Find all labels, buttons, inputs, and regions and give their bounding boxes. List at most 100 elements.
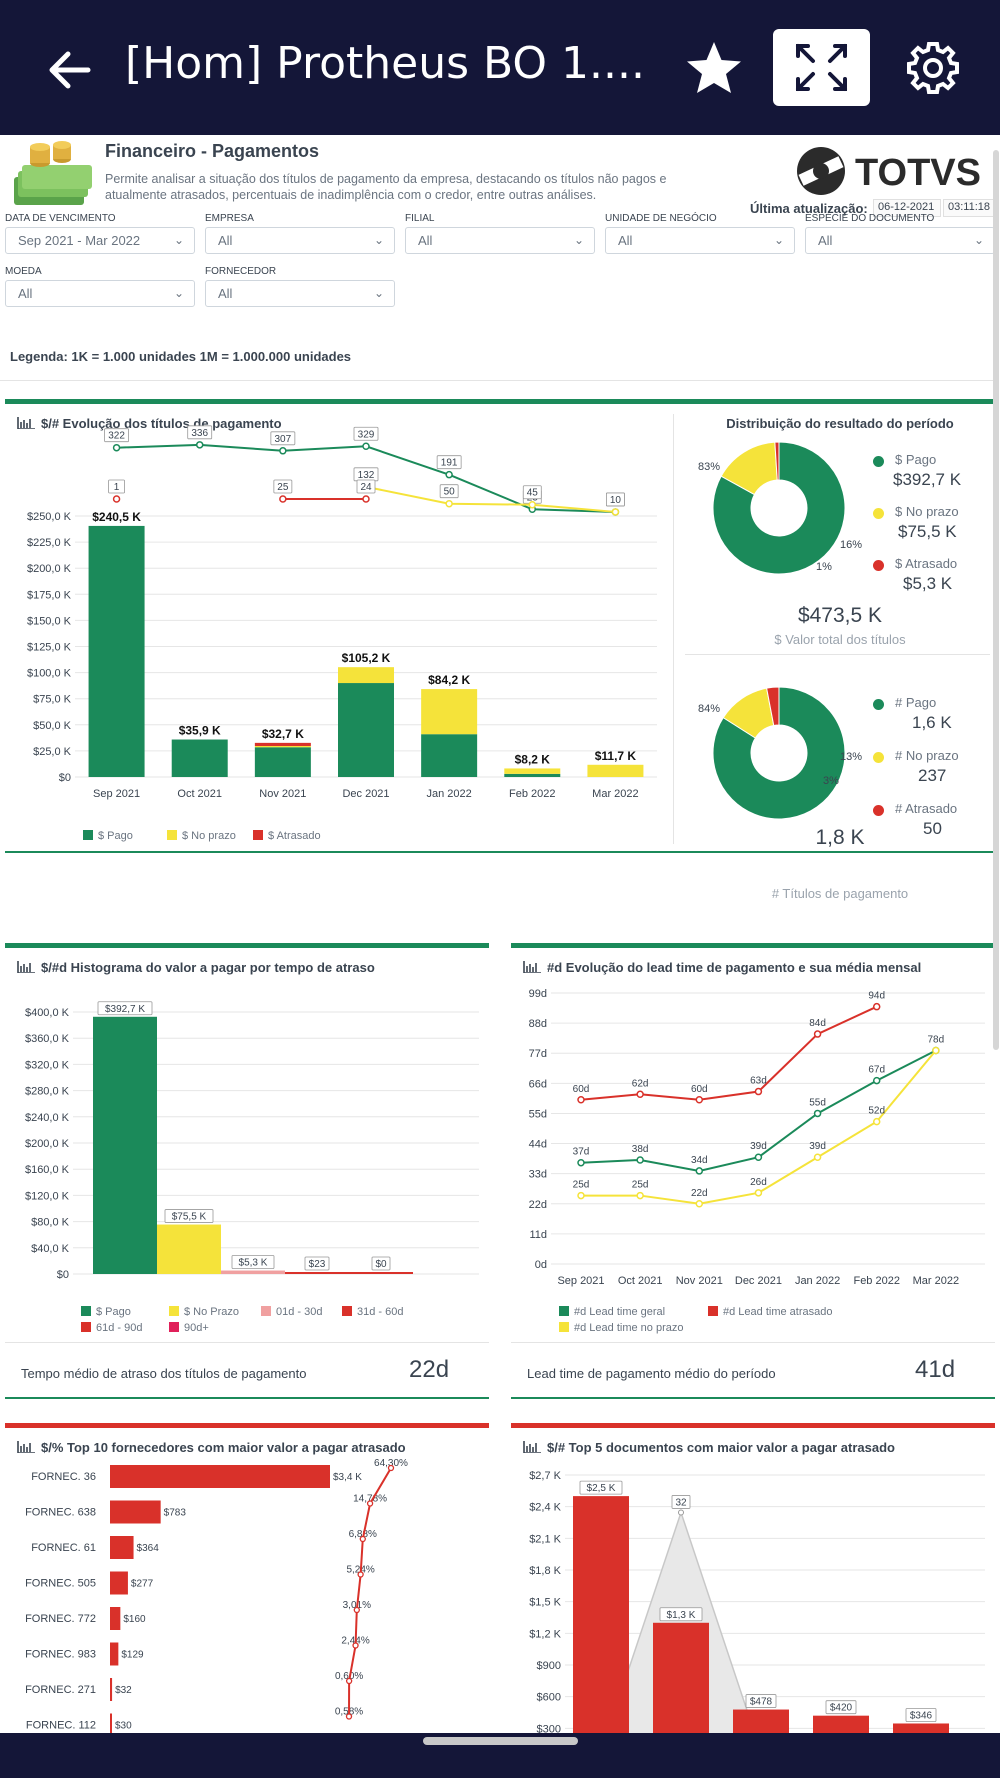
count-label-box: [522, 485, 542, 500]
lead-point: [636, 1191, 644, 1200]
legend-item[interactable]: 61d - 90d: [81, 1322, 142, 1334]
y-tick-label: $320,0 K: [25, 1059, 70, 1071]
supplier-value-label: $32: [115, 1685, 132, 1696]
gear-icon[interactable]: [905, 40, 961, 96]
legend-no-prazo[interactable]: $ No prazo: [167, 830, 236, 842]
leadtime-footer-label: Lead time de pagamento médio do período: [527, 1366, 776, 1381]
x-tick-label: Nov 2021: [676, 1275, 723, 1287]
legend-pago[interactable]: $ Pago: [83, 830, 133, 842]
supplier-label: FORNEC. 983: [25, 1649, 96, 1661]
count-label: 191: [441, 458, 458, 469]
cumulative-line: [348, 1467, 392, 1717]
histograma-title: $/#d Histograma do valor a pagar por tem…: [17, 960, 375, 975]
filter-label: UNIDADE DE NEGÓCIO: [605, 213, 717, 224]
histogram-bar-label-box: [97, 1001, 153, 1016]
lead-point-label: 55d: [809, 1097, 826, 1108]
histograma-footer-value: 22d: [409, 1356, 450, 1383]
y-tick-label: 22d: [529, 1199, 547, 1211]
x-tick-label: Sep 2021: [557, 1275, 604, 1287]
document-bar-label: $346: [910, 1710, 933, 1721]
y-tick-label: $360,0 K: [25, 1033, 70, 1045]
legend-label: #d Lead time geral: [574, 1306, 666, 1318]
x-tick-label: Feb 2022: [509, 788, 555, 800]
bar-pago: [254, 747, 311, 777]
lead-point-label: 78d: [928, 1034, 945, 1045]
supplier-label: FORNEC. 36: [31, 1471, 96, 1483]
expand-button[interactable]: [773, 29, 870, 106]
legend-item[interactable]: $ Pago: [81, 1306, 131, 1318]
histogram-bar: [349, 1272, 413, 1274]
filter-value: All: [618, 233, 633, 248]
histogram-bar: [221, 1270, 285, 1274]
lead-point-label: 63d: [750, 1076, 767, 1087]
lead-point: [813, 1030, 822, 1038]
supplier-value-label: $3,4 K: [333, 1472, 362, 1483]
legend-atrasado[interactable]: $ Atrasado: [253, 830, 321, 842]
legend-lead-geral[interactable]: #d Lead time geral: [559, 1306, 665, 1318]
legend-label: $ No prazo: [182, 830, 236, 842]
y-tick-label: $25,0 K: [33, 746, 72, 758]
donut-legend-label: # Pago: [895, 695, 937, 710]
top5-title-text: $/# Top 5 documentos com maior valor a p…: [547, 1440, 895, 1455]
count-label-box: [108, 479, 125, 494]
lead-point-label: 52d: [868, 1106, 885, 1117]
filter-select[interactable]: All ⌄: [605, 227, 795, 254]
legend-item[interactable]: 90d+: [169, 1322, 209, 1334]
filter-value: All: [418, 233, 433, 248]
lead-point-label: 94d: [868, 991, 885, 1002]
filter-select[interactable]: All ⌄: [405, 227, 595, 254]
lead-point: [695, 1200, 704, 1208]
supplier-value-label: $277: [131, 1579, 154, 1590]
y-tick-label: 33d: [529, 1169, 547, 1181]
supplier-bar: [110, 1536, 134, 1559]
star-icon[interactable]: [683, 38, 745, 100]
supplier-label: FORNEC. 61: [31, 1542, 96, 1554]
bar-chart-icon: [17, 961, 35, 973]
legend-swatch: [559, 1322, 569, 1332]
donut-slice: [712, 686, 846, 820]
back-arrow-icon[interactable]: [40, 40, 100, 100]
legend-item[interactable]: 31d - 60d: [342, 1306, 403, 1318]
scrollbar[interactable]: [993, 150, 999, 1050]
donut-pct-label: 1%: [816, 561, 832, 573]
filter-select[interactable]: All ⌄: [805, 227, 995, 254]
count-point: [528, 500, 537, 509]
bar-chart-icon: [17, 1441, 35, 1453]
filter-select[interactable]: All ⌄: [5, 280, 195, 307]
legend-label: $ Pago: [96, 1306, 131, 1318]
legend-item[interactable]: 01d - 30d: [261, 1306, 322, 1318]
count-label: 25: [277, 482, 289, 493]
document-bar-label-box: [905, 1708, 937, 1722]
supplier-bar: [110, 1465, 330, 1488]
legend-lead-atrasado[interactable]: #d Lead time atrasado: [708, 1306, 832, 1318]
count-label: 45: [527, 488, 539, 499]
supplier-label: FORNEC. 505: [25, 1578, 96, 1590]
totvs-logo: TOTVS: [797, 147, 981, 195]
lead-point: [577, 1191, 585, 1200]
filter-select[interactable]: Sep 2021 - Mar 2022 ⌄: [5, 227, 195, 254]
y-tick-label: $200,0 K: [27, 563, 72, 575]
legend-lead-prazo[interactable]: #d Lead time no prazo: [559, 1322, 683, 1334]
legend-swatch: [253, 830, 263, 840]
titulos-total-label: # Títulos de pagamento: [771, 886, 909, 901]
lead-point-label: 25d: [632, 1180, 649, 1191]
filter-select[interactable]: All ⌄: [205, 280, 395, 307]
page-title: Financeiro - Pagamentos: [105, 141, 320, 161]
count-label: 1: [114, 482, 120, 493]
chevron-down-icon: ⌄: [373, 286, 384, 300]
legend-item[interactable]: $ No Prazo: [169, 1306, 239, 1318]
donut-legend-label: $ Atrasado: [895, 556, 958, 571]
x-tick-label: Nov 2021: [259, 788, 306, 800]
leadtime-title: #d Evolução do lead time de pagamento e …: [523, 960, 921, 975]
filter-select[interactable]: All ⌄: [205, 227, 395, 254]
donut-legend-value: $75,5 K: [898, 522, 957, 541]
count-label-box: [270, 431, 296, 446]
home-indicator[interactable]: [423, 1737, 578, 1745]
lead-point-label: 39d: [809, 1141, 826, 1152]
money-stack-icon: [14, 141, 92, 205]
histogram-bar: [157, 1224, 221, 1274]
donut-legend-label: # No prazo: [895, 748, 959, 763]
filter-value: All: [218, 233, 233, 248]
lead-point: [754, 1087, 763, 1096]
y-tick-label: $1,8 K: [529, 1565, 561, 1577]
